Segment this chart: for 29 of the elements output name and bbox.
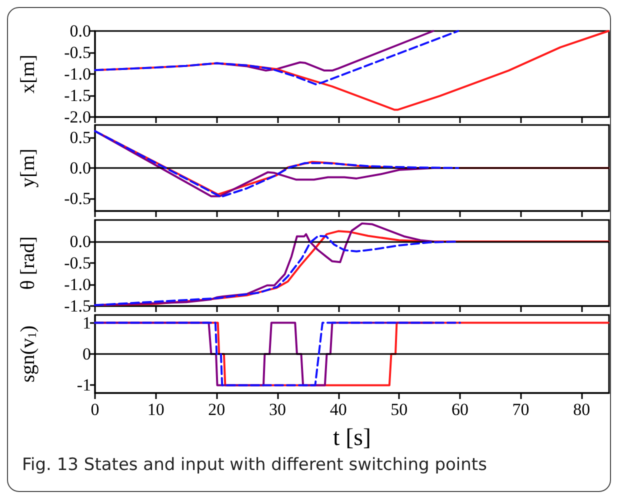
y-tick-label: -1.5 [64,296,91,316]
y-tick-label: -1.5 [64,86,91,105]
x-tick-label: 20 [208,400,226,419]
y-tick-label: -0.5 [64,254,91,272]
y-tick-label: 1 [82,313,91,332]
x-tick-label: 50 [390,400,408,419]
x-tick-label: 40 [330,400,347,419]
y-tick-label: 0.0 [70,232,91,251]
y-tick-label: 0 [82,344,91,364]
y-tick-label: 0.5 [70,128,91,147]
x-tick-label: 80 [573,400,590,419]
y-tick-label: -0.5 [64,189,91,208]
y-axis-title: sgn(v1) [17,325,39,383]
y-tick-label: 0.0 [70,158,91,178]
y-axis-title: θ [rad] [17,236,39,290]
x-tick-label: 30 [268,400,286,419]
y-tick-label: -1.0 [64,64,91,84]
y-tick-label: -2.0 [64,108,91,126]
y-tick-label: -1.0 [64,275,91,294]
x-tick-label: 10 [147,400,164,419]
x-axis-title: t [s] [333,425,371,451]
x-tick-label: 60 [451,400,468,419]
x-tick-label: 70 [512,400,530,419]
caption: Fig. 13 States and input with different switching points [22,455,487,475]
y-tick-label: -1 [76,376,91,395]
y-axis-title: y[m] [17,148,39,188]
y-tick-label: -0.5 [64,43,91,62]
y-axis-title: x[m] [17,54,39,94]
y-tick-label: 0.0 [70,22,91,40]
